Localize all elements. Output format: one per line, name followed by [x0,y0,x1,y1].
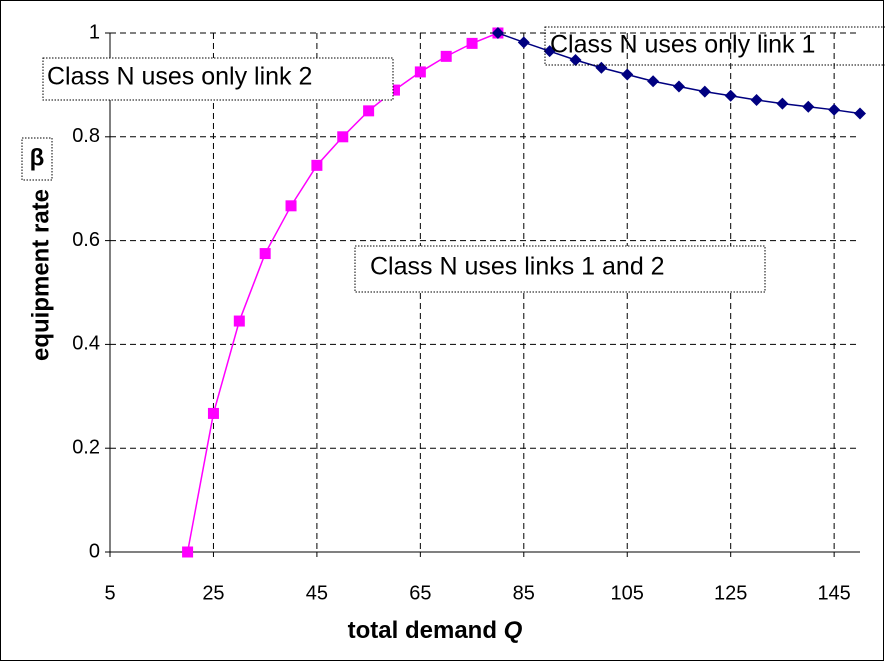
marker [491,27,504,39]
marker [466,37,478,49]
x-axis-title-text: total demand [348,617,497,644]
x-tick-label: 145 [817,582,850,604]
marker [517,36,530,49]
marker [595,61,608,74]
y-tick-label: 1 [89,21,100,43]
x-tick-label: 125 [714,582,747,604]
marker [207,407,219,419]
y-tick-label: 0.6 [72,229,100,251]
x-tick-label: 105 [611,582,644,604]
x-tick-label: 5 [104,582,115,604]
annotation: Class N uses only link 1 [550,31,815,59]
y-axis-title: equipment rate [27,189,54,361]
marker [259,248,271,260]
y-axis-symbol: β [30,144,45,171]
x-tick-label: 65 [409,582,431,604]
marker [672,80,685,93]
annotation: Class N uses only link 2 [47,63,312,91]
marker [337,131,349,143]
marker [182,546,194,558]
x-tick-label: 85 [513,582,535,604]
y-tick-label: 0.2 [72,436,100,458]
marker [724,89,737,102]
y-symbol-box [21,137,53,181]
marker [311,159,323,171]
marker [285,200,297,212]
y-tick-label: 0 [89,540,100,562]
annotation-box [42,57,394,101]
annotation-box [544,26,885,66]
marker [233,315,245,327]
marker [621,68,634,81]
marker [828,103,841,116]
marker [543,45,556,58]
x-tick-label: 25 [202,582,224,604]
marker [363,105,375,117]
marker [440,50,452,62]
y-tick-label: 0.8 [72,125,100,147]
marker [414,66,426,78]
marker [854,107,866,120]
annotation-box [354,245,766,293]
y-tick-label: 0.4 [72,333,100,355]
marker [647,75,660,88]
x-axis-title: total demand Q [348,617,523,644]
annotation: Class N uses links 1 and 2 [370,253,665,281]
marker [776,97,789,110]
x-axis-title-var: Q [504,617,523,644]
marker [750,93,763,106]
marker [802,100,815,113]
marker [388,84,400,96]
marker [698,85,711,98]
marker [569,53,582,66]
x-tick-label: 45 [306,582,328,604]
